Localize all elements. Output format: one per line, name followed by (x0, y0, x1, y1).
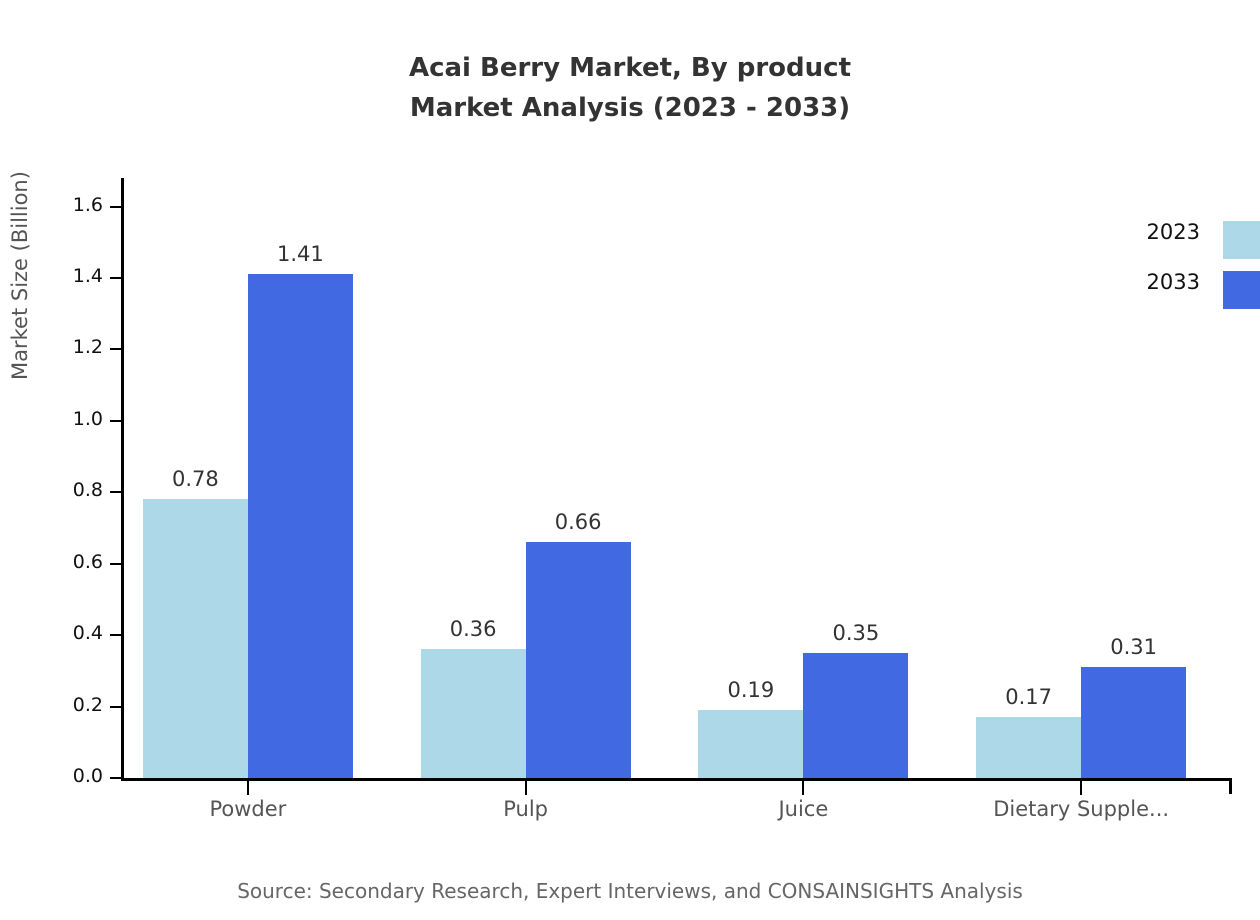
y-axis-tick-label: 1.4 (72, 265, 103, 287)
y-axis-tick-label: 0.8 (72, 479, 103, 502)
y-axis-title: Market Size (Billion) (8, 171, 32, 380)
x-axis-category-label: Powder (209, 797, 287, 821)
y-axis-tick-label: 0.0 (72, 765, 103, 787)
y-axis-tick-label: 0.2 (72, 693, 103, 716)
legend-swatch-2033 (1223, 271, 1260, 309)
y-axis-tick (110, 348, 121, 351)
x-axis-category-label: Pulp (503, 797, 549, 821)
bar-value-label: 0.66 (554, 510, 602, 535)
x-axis-category-label: Juice (778, 797, 829, 821)
legend-label-2033: 2033 (1146, 270, 1200, 294)
bar-value-label: 0.78 (171, 467, 219, 492)
bar-2033-powder[interactable] (247, 274, 353, 778)
legend-swatch-2023 (1223, 221, 1260, 259)
y-axis-tick-label: 1.0 (72, 407, 103, 430)
legend-label-2023: 2023 (1146, 220, 1200, 244)
bar-2033-pulp[interactable] (525, 542, 631, 778)
chart-title-line-1: Acai Berry Market, By product (408, 53, 852, 83)
y-axis-tick (110, 491, 121, 494)
legend: 2023 2033 (1100, 215, 1260, 315)
y-axis-tick (110, 419, 121, 422)
y-axis-tick-label: 1.6 (72, 193, 103, 216)
y-axis-tick (110, 277, 121, 279)
bar-value-label: 0.36 (449, 617, 497, 642)
plot-area: 0.0 0.2 0.4 0.6 0.8 1.0 1.2 1.4 1.6 Powder Pulp Ju… (73, 178, 1232, 821)
y-axis-tick (110, 562, 121, 565)
x-axis-tick (1080, 781, 1083, 795)
x-axis-tick (246, 781, 249, 795)
source-note: Source: Secondary Research, Expert Inter… (237, 879, 1023, 903)
x-axis-spine (121, 778, 1232, 781)
bar-2033-dietarysupple[interactable] (1081, 667, 1187, 778)
bar-value-label: 0.17 (1005, 685, 1053, 710)
y-axis-tick (110, 205, 121, 208)
bar-value-label: 0.35 (832, 621, 880, 645)
y-axis-tick (110, 705, 121, 708)
y-axis-tick-label: 0.6 (72, 550, 103, 573)
chart-title-line-2: Market Analysis (2023 - 2033) (409, 93, 851, 123)
bar-value-label: 0.19 (727, 678, 775, 703)
bar-value-label: 0.31 (1110, 635, 1158, 660)
bar-2023-powder[interactable] (142, 499, 248, 778)
legend-item-2023[interactable]: 2023 (1100, 215, 1260, 265)
y-axis-spine (121, 178, 124, 781)
x-axis-tick (524, 781, 527, 795)
y-axis-tick-label: 1.2 (72, 336, 103, 359)
bar-value-label: 1.41 (276, 242, 324, 267)
legend-item-2033[interactable]: 2033 (1100, 265, 1260, 315)
bar-2023-dietarysupple[interactable] (976, 717, 1082, 778)
x-axis-category-label: Dietary Supple... (993, 797, 1170, 821)
x-axis-tick (802, 781, 805, 795)
bar-2023-pulp[interactable] (420, 649, 526, 778)
y-axis-tick (110, 634, 121, 637)
bar-2033-juice[interactable] (803, 653, 909, 778)
y-axis-tick-label: 0.4 (72, 622, 103, 645)
y-axis-tick (110, 777, 121, 779)
bar-2023-juice[interactable] (698, 710, 804, 778)
page-title: Acai Berry Market, By product Market Ana… (0, 48, 1260, 128)
x-axis-end-cap (1229, 778, 1232, 794)
